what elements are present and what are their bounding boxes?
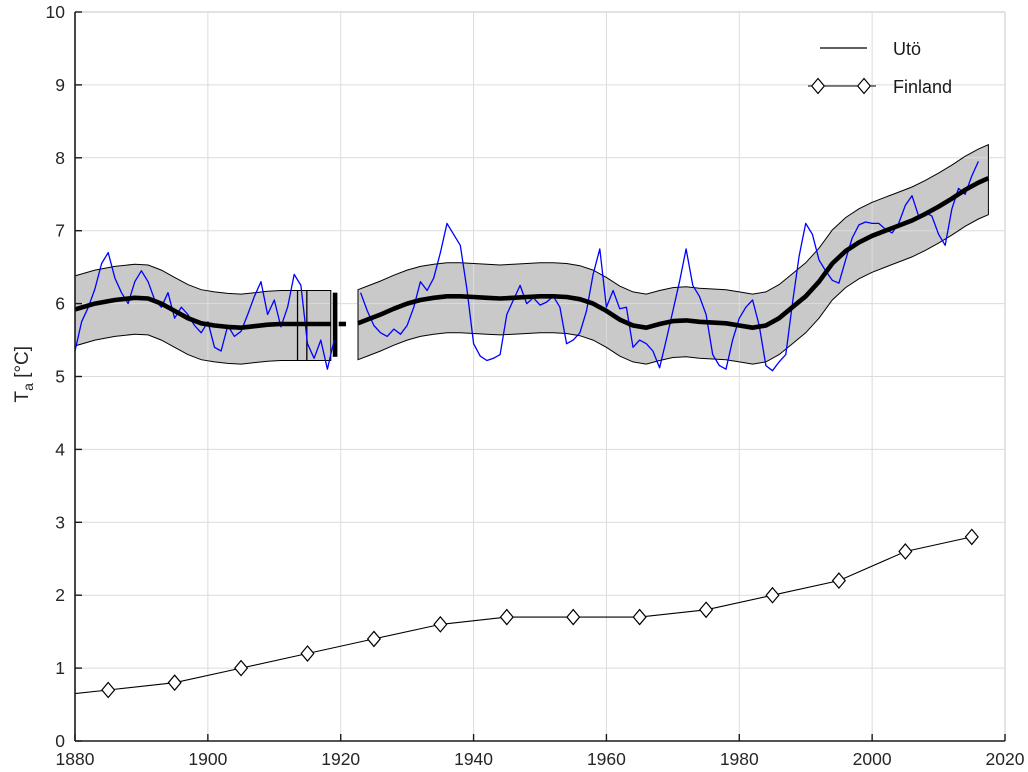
finland-diamond-marker-1995 <box>831 572 847 590</box>
y-tick-label-10: 10 <box>46 2 66 22</box>
finland-diamond-marker-1985 <box>765 586 780 604</box>
finland-diamond-marker-1885 <box>101 681 116 699</box>
y-tick-label-9: 9 <box>55 75 65 95</box>
y-axis-label: Ta [°C] <box>12 346 36 403</box>
finland-diamond-marker-1975 <box>698 601 714 619</box>
uto-smoothed-line-2 <box>357 176 990 330</box>
uto-annual-line-1 <box>74 251 335 370</box>
y-tick-label-2: 2 <box>55 585 65 605</box>
uto-smoothed-line-1 <box>74 295 331 330</box>
x-tick-label-2000: 2000 <box>853 749 892 769</box>
uncertainty-band-edge-2 <box>357 143 989 365</box>
finland-diamond-marker-1945 <box>499 608 514 626</box>
data-gap-bar <box>332 292 338 357</box>
finland-diamond-marker-1895 <box>167 674 182 692</box>
finland-diamond-marker-1905 <box>233 659 249 677</box>
y-tick-label-5: 5 <box>55 367 65 387</box>
legend-finland-diamond-right <box>856 77 872 95</box>
legend-uto-label: Utö <box>893 39 921 59</box>
x-tick-label-1880: 1880 <box>56 749 95 769</box>
finland-diamond-marker-1925 <box>366 630 382 648</box>
legend: Utö Finland <box>808 39 952 97</box>
finland-diamond-marker-2005 <box>898 543 913 560</box>
x-tick-label-1980: 1980 <box>720 749 759 769</box>
uncertainty-band-fill-1 <box>75 264 331 365</box>
finland-diamond-marker-1935 <box>433 615 448 633</box>
y-tick-label-0: 0 <box>55 731 65 751</box>
uncertainty-band-fill-2 <box>358 144 989 365</box>
x-tick-label-1900: 1900 <box>188 749 227 769</box>
y-tick-label-4: 4 <box>55 439 65 459</box>
uto-annual-line-2 <box>359 161 979 372</box>
uncertainty-band-edge-1 <box>74 263 332 365</box>
y-tick-label-7: 7 <box>55 221 65 241</box>
x-tick-label-1920: 1920 <box>321 749 360 769</box>
legend-finland-label: Finland <box>893 77 952 97</box>
x-tick-label-1960: 1960 <box>587 749 626 769</box>
finland-diamond-marker-2015 <box>964 528 979 546</box>
x-tick-label-1940: 1940 <box>454 749 493 769</box>
finland-line <box>74 536 972 695</box>
y-tick-label-8: 8 <box>55 148 65 168</box>
y-tick-label-1: 1 <box>55 658 65 678</box>
y-tick-label-3: 3 <box>55 512 65 532</box>
x-tick-label-2020: 2020 <box>986 749 1025 769</box>
finland-diamond-marker-1965 <box>632 608 647 626</box>
finland-diamond-marker-1915 <box>300 645 315 662</box>
finland-diamond-marker-1955 <box>566 608 581 626</box>
legend-finland-diamond-left <box>810 77 826 95</box>
y-tick-label-6: 6 <box>55 294 65 314</box>
